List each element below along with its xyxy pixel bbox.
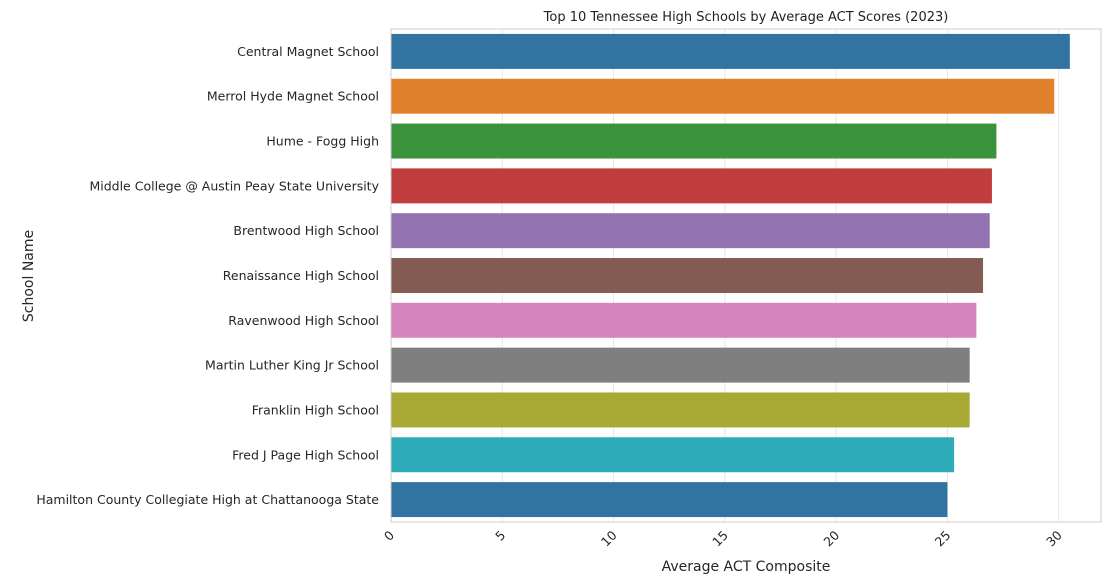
x-tick-label: 10: [598, 527, 620, 549]
bar: [391, 482, 948, 518]
plot-frame: [390, 28, 1102, 523]
category-label: Renaissance High School: [223, 268, 379, 283]
x-tick-label: 0: [381, 527, 397, 543]
category-label: Merrol Hyde Magnet School: [207, 89, 379, 104]
category-label: Middle College @ Austin Peay State Unive…: [89, 178, 379, 193]
bar: [391, 213, 990, 249]
x-axis-label: Average ACT Composite: [662, 559, 831, 575]
x-tick-label: 15: [709, 528, 731, 550]
bars: [391, 33, 1070, 518]
bar: [391, 168, 992, 204]
category-label: Martin Luther King Jr School: [205, 358, 379, 373]
category-label: Fred J Page High School: [232, 447, 379, 462]
category-label: Franklin High School: [252, 402, 379, 417]
x-ticks: 0 5 10 15 20 25 30: [381, 527, 1065, 549]
category-label: Ravenwood High School: [228, 313, 379, 328]
category-label: Central Magnet School: [237, 44, 379, 59]
bar: [391, 33, 1070, 69]
x-tick-label: 25: [932, 528, 954, 550]
bar: [391, 437, 955, 473]
chart-title: Top 10 Tennessee High Schools by Average…: [543, 10, 949, 25]
x-tick-label: 20: [820, 527, 842, 549]
x-tick-label: 5: [492, 528, 508, 544]
category-labels: Central Magnet School Merrol Hyde Magnet …: [36, 44, 379, 507]
bar: [391, 258, 984, 293]
bar: [391, 123, 997, 159]
bar: [391, 392, 970, 428]
bar: [391, 78, 1055, 114]
category-label: Hamilton County Collegiate High at Chatt…: [36, 492, 379, 507]
category-label: Brentwood High School: [233, 223, 379, 238]
y-axis-label: School Name: [21, 230, 37, 322]
bar: [391, 347, 970, 383]
bar: [391, 302, 977, 338]
x-tick-label: 30: [1043, 527, 1065, 549]
category-label: Hume - Fogg High: [266, 134, 379, 149]
